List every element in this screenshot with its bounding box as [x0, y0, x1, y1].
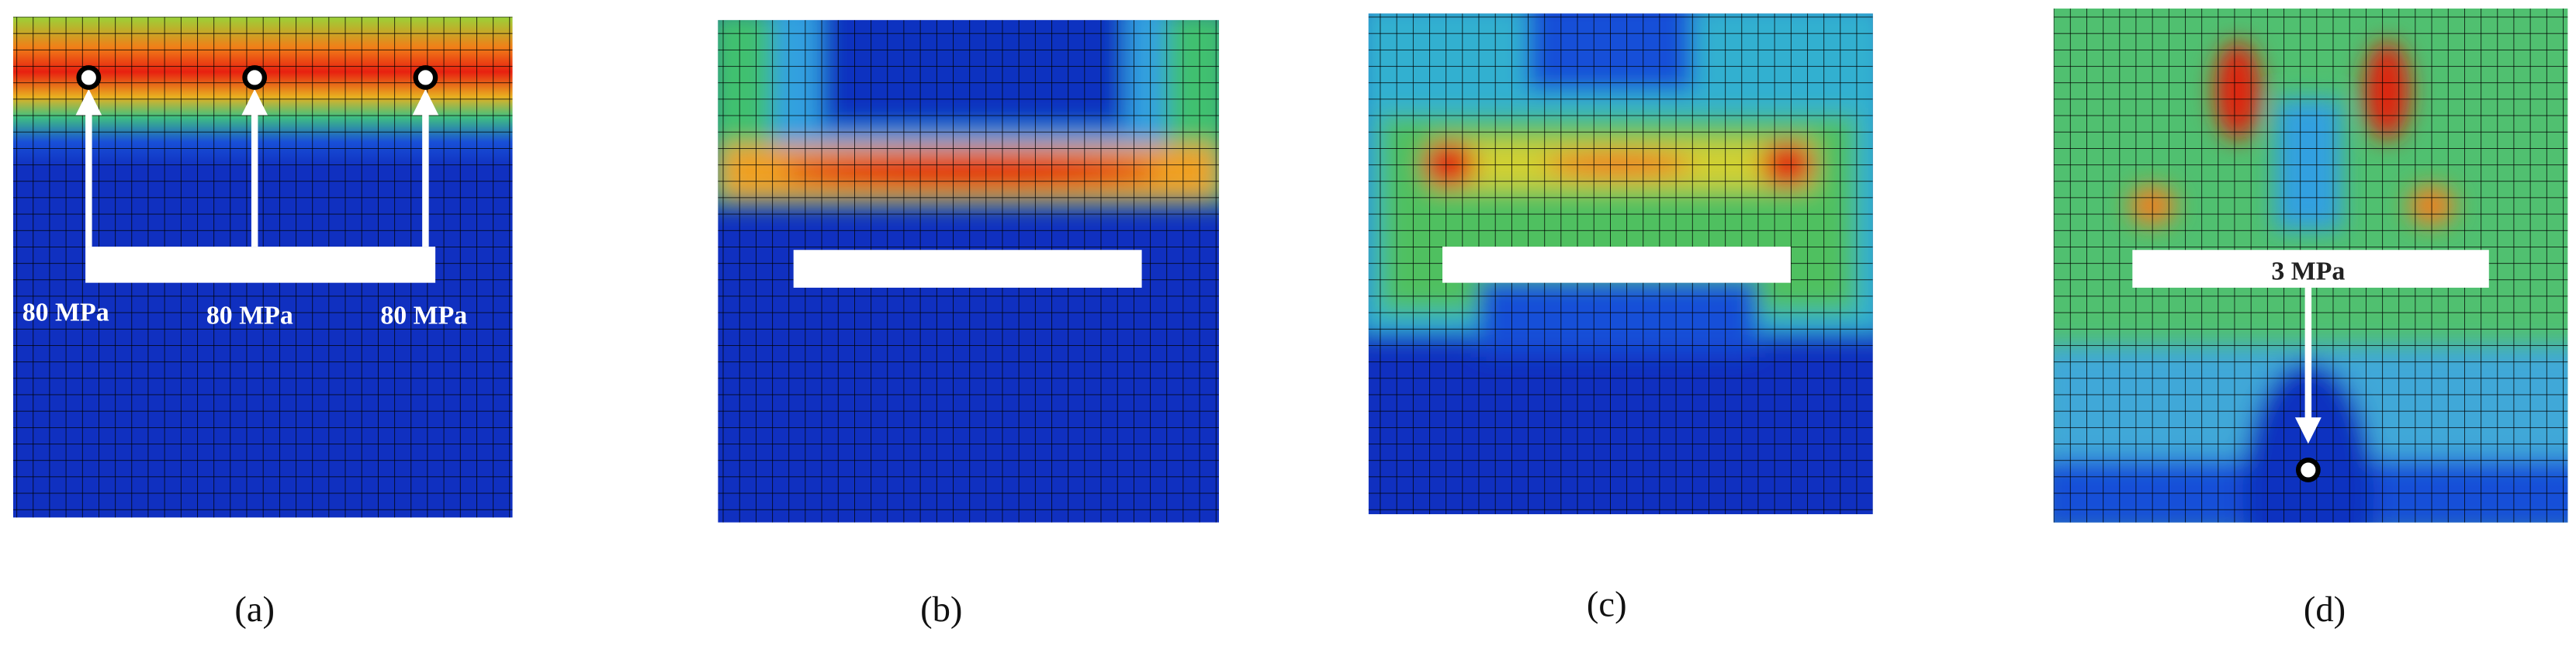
load-label: 3 MPa: [2271, 257, 2345, 285]
load-arrows: [75, 88, 439, 247]
caption: (d): [2304, 589, 2346, 630]
load-label: 80 MPa: [380, 302, 467, 330]
panel-b: [718, 19, 1220, 523]
panel-c: [1368, 13, 1873, 515]
load-points: [76, 65, 438, 90]
caption: (a): [234, 589, 275, 630]
caption: (c): [1587, 584, 1627, 624]
panel-a: [12, 16, 513, 518]
caption: (b): [920, 589, 962, 630]
load-label: 80 MPa: [206, 302, 293, 330]
load-label: 80 MPa: [23, 298, 109, 326]
load-point: [2295, 458, 2321, 482]
